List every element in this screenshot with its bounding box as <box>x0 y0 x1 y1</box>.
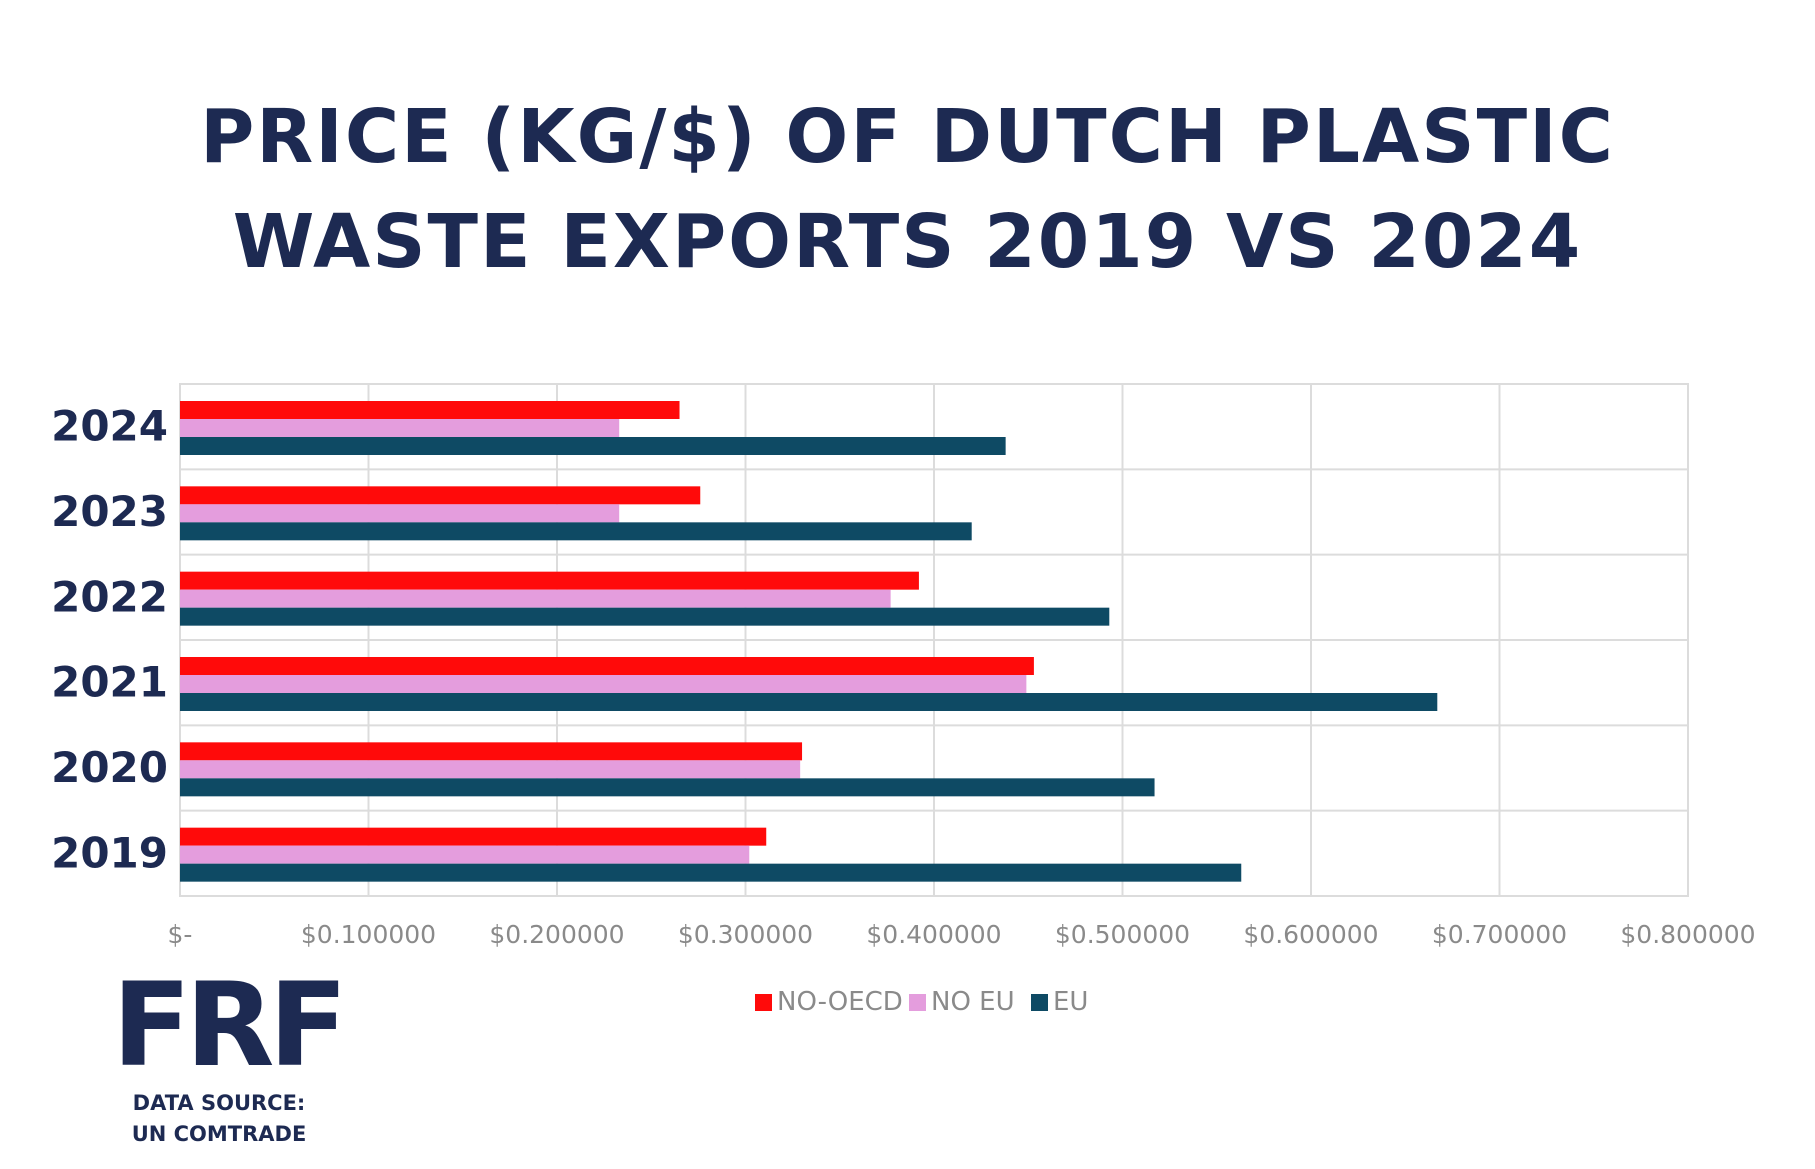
bar-eu-2021 <box>180 693 1438 711</box>
legend-label: NO-OECD <box>777 987 903 1017</box>
x-tick-label: $0.500000 <box>1055 920 1190 949</box>
source-line-2: UN COMTRADE <box>131 1122 307 1146</box>
data-source-note: DATA SOURCE: UN COMTRADE <box>104 1088 334 1150</box>
y-tick-label: 2020 <box>51 743 168 792</box>
legend-label: NO EU <box>931 987 1015 1017</box>
x-tick-label: $0.800000 <box>1620 920 1755 949</box>
x-tick-label: $0.600000 <box>1243 920 1378 949</box>
bar-eu-2024 <box>180 437 1006 455</box>
bar-no-eu-2023 <box>180 504 620 523</box>
x-tick-label: $0.700000 <box>1432 920 1567 949</box>
legend-swatch <box>755 994 772 1011</box>
legend-swatch <box>1031 994 1048 1011</box>
legend-swatch <box>909 994 926 1011</box>
bar-no-eu-2019 <box>180 845 750 864</box>
bar-no-oecd-2023 <box>180 486 701 505</box>
bar-no-oecd-2019 <box>180 827 767 846</box>
x-tick-label: $0.200000 <box>489 920 624 949</box>
bar-no-oecd-2024 <box>180 401 680 419</box>
bar-no-oecd-2020 <box>180 742 803 761</box>
bar-no-oecd-2022 <box>180 571 919 590</box>
bar-eu-2020 <box>180 778 1155 797</box>
legend-label: EU <box>1053 987 1088 1017</box>
y-tick-label: 2024 <box>51 402 168 451</box>
x-tick-label: $0.100000 <box>301 920 436 949</box>
bar-no-eu-2020 <box>180 760 801 779</box>
frf-logo: FRF <box>112 958 348 1093</box>
y-tick-label: 2023 <box>51 487 168 536</box>
y-tick-label: 2022 <box>51 572 168 621</box>
bar-eu-2019 <box>180 863 1242 882</box>
title-line-2: WASTE EXPORTS 2019 VS 2024 <box>232 199 1583 285</box>
chart-title: PRICE (KG/$) OF DUTCH PLASTIC WASTE EXPO… <box>0 85 1815 295</box>
bar-no-eu-2021 <box>180 675 1027 693</box>
bar-eu-2022 <box>180 607 1110 626</box>
title-line-1: PRICE (KG/$) OF DUTCH PLASTIC <box>200 94 1615 180</box>
bar-no-eu-2022 <box>180 589 891 608</box>
y-tick-label: 2019 <box>51 828 168 877</box>
bar-no-eu-2024 <box>180 419 620 437</box>
x-tick-label: $0.400000 <box>866 920 1001 949</box>
bar-eu-2023 <box>180 522 972 541</box>
source-line-1: DATA SOURCE: <box>132 1091 306 1115</box>
x-tick-label: $0.300000 <box>678 920 813 949</box>
x-tick-label: $- <box>168 920 193 949</box>
logo-mark: FRF <box>112 958 348 1093</box>
bar-no-oecd-2021 <box>180 657 1034 675</box>
y-tick-label: 2021 <box>51 658 168 707</box>
